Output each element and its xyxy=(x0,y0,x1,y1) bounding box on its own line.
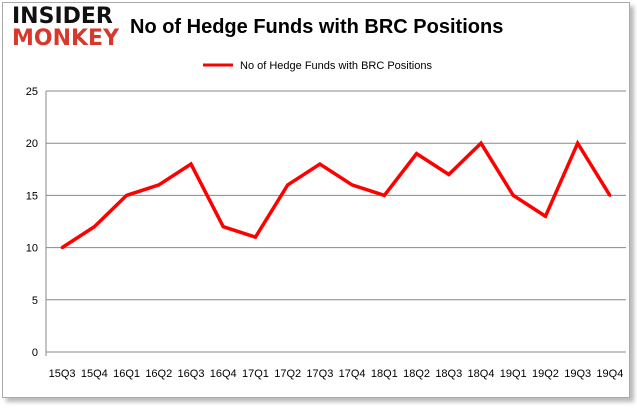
x-tick-label: 19Q1 xyxy=(500,368,527,380)
x-tick-label: 17Q4 xyxy=(339,368,366,380)
data-point xyxy=(318,162,322,166)
y-tick-label: 25 xyxy=(26,86,38,98)
data-point xyxy=(286,183,290,187)
data-point xyxy=(479,141,483,145)
x-tick-label: 16Q1 xyxy=(113,368,140,380)
y-tick-label: 5 xyxy=(32,295,38,307)
x-tick-label: 18Q4 xyxy=(468,368,495,380)
y-tick-label: 15 xyxy=(26,190,38,202)
data-point xyxy=(543,214,547,218)
x-tick-label: 17Q2 xyxy=(274,368,301,380)
logo-line2: MONKEY xyxy=(12,26,120,51)
data-point xyxy=(447,173,451,177)
legend-label: No of Hedge Funds with BRC Positions xyxy=(240,60,432,72)
data-point xyxy=(60,246,64,250)
data-point xyxy=(608,193,612,197)
x-tick-label: 18Q1 xyxy=(371,368,398,380)
data-point xyxy=(125,193,129,197)
data-point xyxy=(189,162,193,166)
data-point xyxy=(157,183,161,187)
data-point xyxy=(511,193,515,197)
y-tick-label: 20 xyxy=(26,138,38,150)
logo-line1: INSIDER xyxy=(12,4,113,29)
data-point xyxy=(221,225,225,229)
data-point xyxy=(576,141,580,145)
insider-monkey-logo: INSIDER MONKEY xyxy=(12,6,119,50)
x-tick-label: 16Q3 xyxy=(178,368,205,380)
data-point xyxy=(253,235,257,239)
x-tick-label: 15Q4 xyxy=(81,368,108,380)
x-tick-label: 15Q3 xyxy=(49,368,76,380)
data-point xyxy=(92,225,96,229)
x-tick-label: 16Q2 xyxy=(145,368,172,380)
data-point xyxy=(382,193,386,197)
x-tick-label: 16Q4 xyxy=(210,368,237,380)
x-tick-label: 19Q3 xyxy=(564,368,591,380)
x-tick-label: 19Q2 xyxy=(532,368,559,380)
x-tick-label: 18Q3 xyxy=(435,368,462,380)
chart-title: No of Hedge Funds with BRC Positions xyxy=(130,16,504,38)
y-tick-label: 10 xyxy=(26,243,38,255)
x-tick-label: 19Q4 xyxy=(596,368,623,380)
x-tick-label: 17Q3 xyxy=(306,368,333,380)
x-tick-label: 18Q2 xyxy=(403,368,430,380)
x-tick-label: 17Q1 xyxy=(242,368,269,380)
data-point xyxy=(415,152,419,156)
series-line xyxy=(61,139,612,250)
y-tick-label: 0 xyxy=(32,347,38,359)
data-point xyxy=(350,183,354,187)
chart-frame xyxy=(2,2,630,398)
